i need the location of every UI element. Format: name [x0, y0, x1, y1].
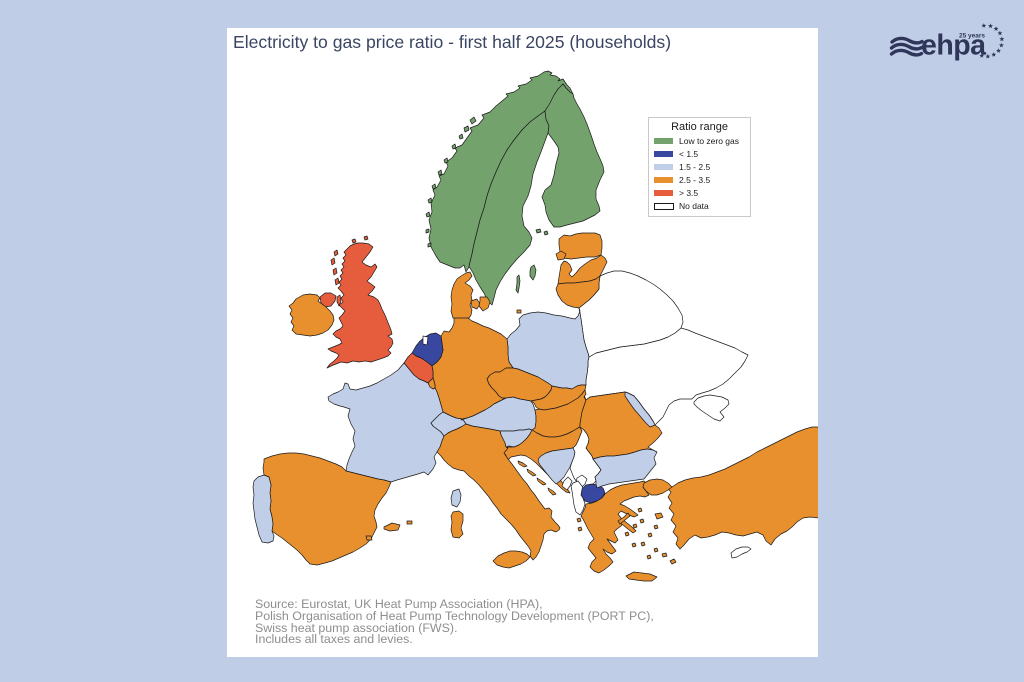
svg-text:ehpa: ehpa [921, 30, 987, 62]
svg-text:25 years: 25 years [959, 33, 985, 40]
